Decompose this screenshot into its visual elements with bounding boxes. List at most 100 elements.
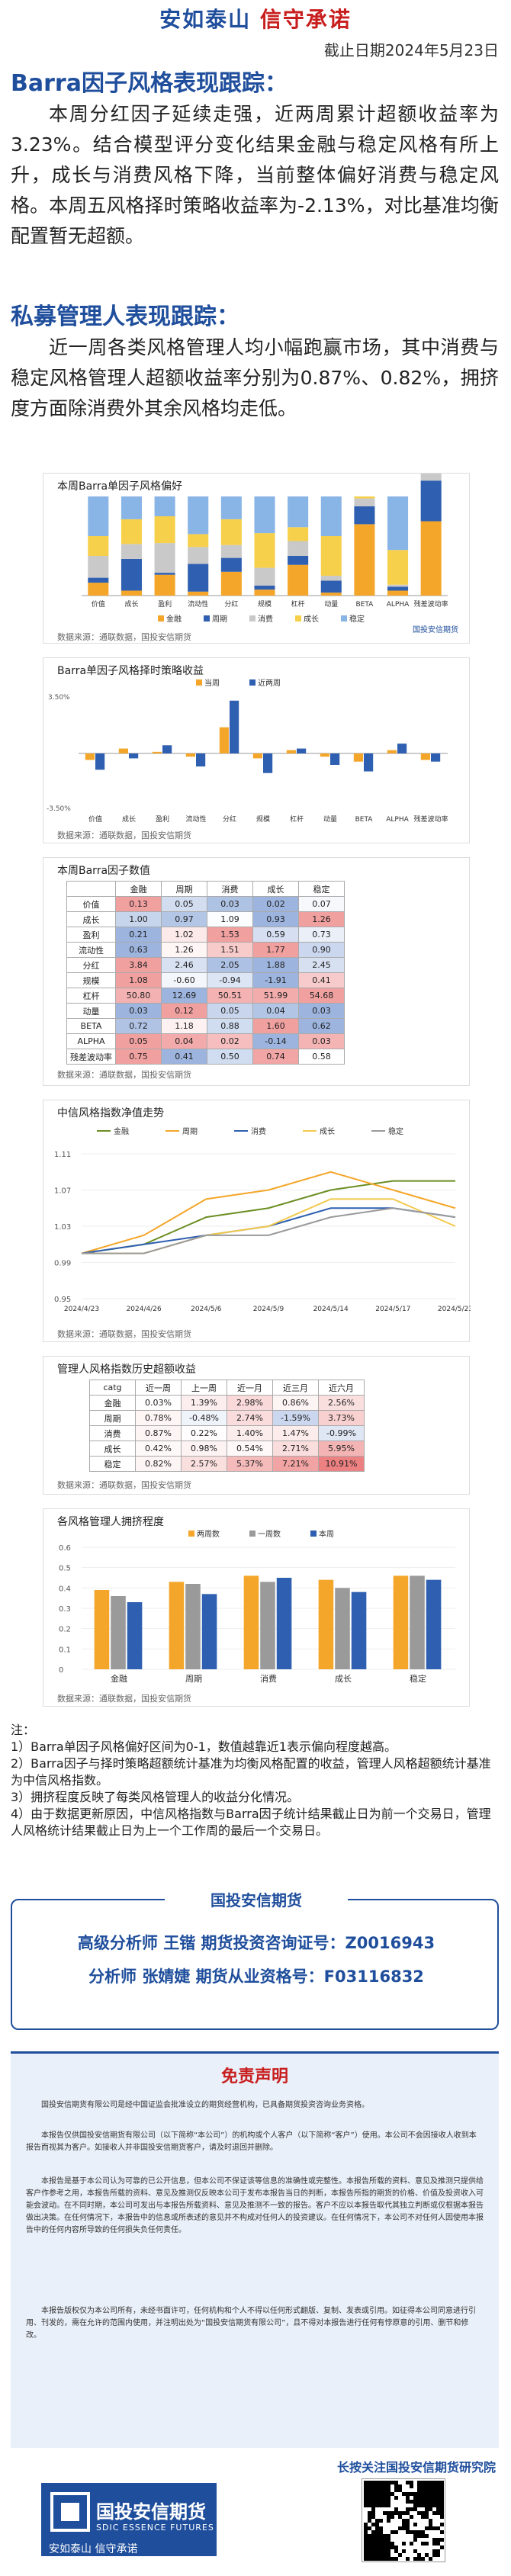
bar bbox=[353, 753, 363, 762]
bar bbox=[410, 1575, 425, 1669]
bar-segment bbox=[320, 536, 342, 576]
qr-module bbox=[421, 2515, 425, 2519]
bar-segment bbox=[387, 496, 409, 551]
legend-label: 稳定 bbox=[349, 614, 365, 624]
qr-module bbox=[375, 2504, 379, 2507]
bar-segment bbox=[254, 567, 275, 586]
qr-module bbox=[425, 2511, 429, 2515]
bar-segment bbox=[188, 564, 209, 592]
bar bbox=[152, 751, 162, 753]
brand-slogan: 安如泰山 信守承诺 bbox=[0, 3, 511, 34]
qr-module bbox=[429, 2488, 432, 2492]
qr-module bbox=[432, 2496, 436, 2500]
qr-module bbox=[440, 2530, 444, 2534]
bar-segment bbox=[288, 541, 309, 556]
qr-module bbox=[375, 2481, 379, 2484]
qr-module bbox=[387, 2557, 390, 2561]
bar bbox=[196, 753, 206, 767]
qr-module bbox=[440, 2538, 444, 2542]
qr-module bbox=[371, 2504, 375, 2507]
table-cell: 0.07 bbox=[298, 896, 345, 912]
table-cell: 0.12 bbox=[161, 1003, 207, 1019]
qr-module bbox=[368, 2488, 371, 2492]
table-cell: 1.26 bbox=[298, 911, 345, 927]
table-cell: 0.05 bbox=[207, 1003, 253, 1019]
qr-module bbox=[413, 2549, 417, 2553]
qr-module bbox=[425, 2534, 429, 2538]
legend-swatch bbox=[295, 615, 301, 622]
bar bbox=[393, 1575, 409, 1669]
qr-module bbox=[379, 2545, 383, 2549]
qr-module bbox=[383, 2496, 387, 2500]
bar bbox=[219, 727, 229, 753]
series-line bbox=[82, 1207, 456, 1254]
table-header-cell: 近一月 bbox=[227, 1380, 273, 1396]
table-cell: 1.47% bbox=[272, 1425, 319, 1441]
qr-module bbox=[436, 2526, 440, 2530]
qr-module bbox=[368, 2492, 371, 2496]
table-cell: 2.57% bbox=[181, 1456, 227, 1472]
legend-swatch bbox=[310, 1531, 317, 1537]
qr-module bbox=[432, 2492, 436, 2496]
table-cell: 3.73% bbox=[318, 1410, 365, 1426]
bar bbox=[318, 1579, 334, 1669]
qr-module bbox=[440, 2488, 444, 2492]
analyst-line-1: 高级分析师 王锴 期货投资咨询证号：Z0016943 bbox=[77, 1934, 435, 1952]
private-section-title: 私募管理人表现跟踪： bbox=[11, 304, 239, 330]
analyst-box: 国投安信期货 高级分析师 王锴 期货投资咨询证号：Z0016943 分析师 张婧… bbox=[11, 1888, 499, 2030]
bar-segment bbox=[121, 496, 142, 519]
qr-module bbox=[371, 2515, 375, 2519]
x-tick-label: BETA bbox=[355, 601, 374, 609]
qr-module bbox=[371, 2523, 375, 2526]
qr-module bbox=[394, 2481, 398, 2484]
chart3-title: 中信风格指数净值走势 bbox=[57, 1107, 164, 1119]
qr-module bbox=[379, 2534, 383, 2538]
x-tick-label: 2024/5/14 bbox=[313, 1306, 349, 1313]
chart3-source: 数据来源：通联数据，国投安信期货 bbox=[57, 1329, 191, 1339]
qr-module bbox=[425, 2553, 429, 2557]
qr-module bbox=[364, 2542, 368, 2545]
table-header-cell: catg bbox=[89, 1380, 136, 1396]
row-label-cell: ALPHA bbox=[66, 1033, 116, 1049]
bar-segment bbox=[88, 583, 109, 596]
qr-module bbox=[379, 2481, 383, 2484]
bar bbox=[129, 753, 139, 759]
x-tick-label: 杠杆 bbox=[290, 814, 304, 824]
chart-manager-crowding: 各风格管理人拥挤程度 0 0.1 0.2 0.3 0.4 0.5 0.6 金融 周期 消费 成长 稳定… bbox=[43, 1508, 470, 1707]
bar-segment bbox=[288, 496, 309, 528]
legend-swatch bbox=[196, 679, 202, 686]
qr-module bbox=[413, 2530, 417, 2534]
table-header-cell: 近三月 bbox=[272, 1380, 319, 1396]
qr-module bbox=[394, 2484, 398, 2488]
bar-segment bbox=[354, 498, 375, 506]
row-label-cell: 周期 bbox=[89, 1410, 136, 1426]
table-cell: 1.26 bbox=[161, 942, 207, 958]
qr-module bbox=[364, 2534, 368, 2538]
row-label-cell: 动量 bbox=[66, 1003, 116, 1019]
qr-module bbox=[371, 2481, 375, 2484]
chart1-title: 本周Barra单因子风格偏好 bbox=[57, 480, 183, 493]
chart4-source: 数据来源：通联数据，国投安信期货 bbox=[57, 1694, 191, 1704]
row-label-cell: 分红 bbox=[66, 957, 116, 973]
qr-module bbox=[371, 2534, 375, 2538]
table-cell: 0.50 bbox=[207, 1049, 253, 1065]
row-label-cell: 成长 bbox=[66, 911, 116, 927]
bar-segment bbox=[121, 544, 142, 559]
qr-module bbox=[413, 2538, 417, 2542]
x-tick-label: 价值 bbox=[88, 814, 102, 824]
table1-title: 本周Barra因子数值 bbox=[57, 865, 151, 877]
qr-module bbox=[421, 2500, 425, 2504]
qr-module bbox=[375, 2545, 379, 2549]
qr-code-icon[interactable] bbox=[362, 2478, 445, 2562]
qr-module bbox=[383, 2484, 387, 2488]
legend-swatch bbox=[249, 615, 256, 622]
x-tick-label: 盈利 bbox=[156, 814, 169, 824]
qr-module bbox=[371, 2542, 375, 2545]
qr-module bbox=[364, 2488, 368, 2492]
legend-label: 消费 bbox=[251, 1126, 266, 1136]
table-cell: 1.60 bbox=[252, 1018, 299, 1034]
bar-segment bbox=[354, 524, 375, 596]
bar bbox=[297, 748, 307, 753]
table-cell: 0.72 bbox=[115, 1018, 162, 1034]
table-cell: 0.03 bbox=[298, 1003, 345, 1019]
